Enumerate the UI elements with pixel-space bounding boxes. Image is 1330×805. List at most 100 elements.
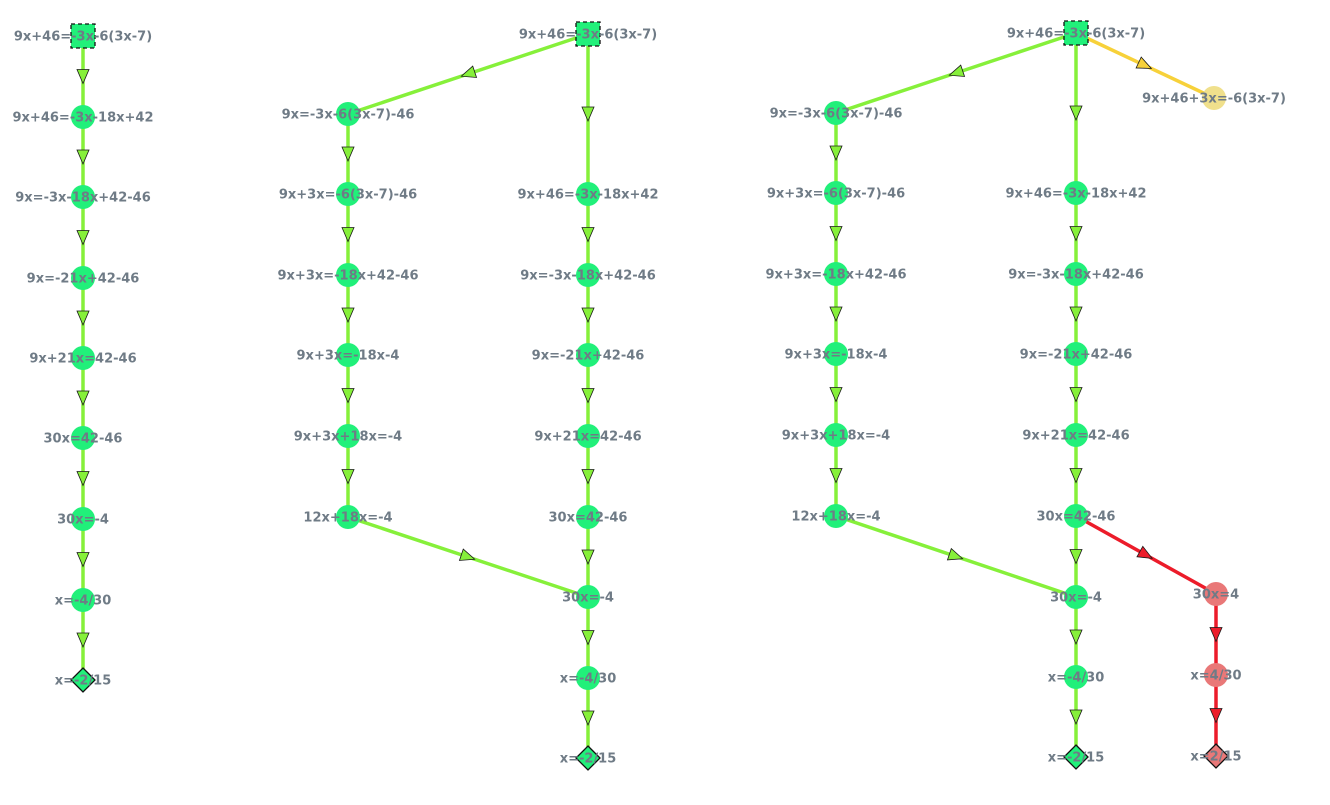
edge-c10-c11	[1069, 433, 1083, 518]
step-node-marker	[71, 266, 95, 290]
edge-c8-c9	[1069, 272, 1083, 356]
edge-a5-a6	[76, 356, 90, 440]
step-node-marker	[576, 666, 600, 690]
arrowhead	[341, 469, 355, 485]
node-label-9x-3x-6-3x-7-46: 9x=-3x-6(3x-7)-46	[282, 108, 415, 123]
node-label-9x-46-3x-18x-42: 9x+46=-3x-18x+42	[518, 188, 659, 203]
step-node-marker	[1204, 582, 1228, 606]
edge-c11-c16	[1074, 514, 1218, 596]
edge-a3-a4	[76, 195, 90, 280]
arrowhead	[829, 145, 843, 162]
edge-b7-b8	[581, 192, 595, 277]
arrowhead	[829, 468, 843, 484]
edge-b3-b4	[341, 273, 355, 357]
node-label-9x-3x-6-3x-7-46: 9x+3x=-6(3x-7)-46	[279, 188, 417, 203]
node-label-9x-3x-18x-42-46: 9x+3x=-18x+42-46	[766, 268, 907, 283]
final-node-marker	[1203, 743, 1229, 769]
node-label-x-2-15: x=-2/15	[55, 674, 112, 689]
edge-b11-b12	[581, 515, 595, 599]
step-node-marker	[576, 585, 600, 609]
arrowhead	[76, 632, 90, 649]
final-node-marker	[70, 667, 96, 693]
edge-b13-b14	[581, 676, 595, 760]
step-node-marker	[71, 507, 95, 531]
arrowhead	[341, 146, 355, 163]
edge-c13-c14	[1069, 675, 1083, 759]
arrowhead	[458, 548, 476, 561]
edge-c7-c8	[1069, 191, 1083, 276]
edge-c5-c6	[829, 433, 843, 518]
arrowhead	[581, 106, 595, 123]
step-node-marker	[336, 263, 360, 287]
step-node-marker	[824, 101, 848, 125]
node-label-9x-3x-18x-42-46: 9x=-3x-18x+42-46	[15, 191, 151, 206]
edge-b0-b7	[581, 32, 595, 196]
arrowhead	[341, 307, 355, 324]
start-node-marker	[1063, 20, 1089, 46]
step-node-marker	[576, 263, 600, 287]
node-label-x-4-30: x=-4/30	[560, 672, 617, 687]
node-label-x-2-15: x=-2/15	[560, 752, 617, 767]
arrowhead	[1069, 549, 1083, 565]
step-node-marker	[1064, 342, 1088, 366]
edge-a4-a5	[76, 276, 90, 360]
arrowhead	[581, 307, 595, 324]
arrowhead	[76, 230, 90, 246]
edge-c1-c2	[829, 111, 843, 195]
edge-c11-c12	[1069, 514, 1083, 599]
edge-c2-c3	[829, 191, 843, 276]
arrowhead	[341, 227, 355, 243]
edge-b8-b9	[581, 273, 595, 357]
step-node-marker	[576, 424, 600, 448]
step-node-marker	[71, 346, 95, 370]
node-label-9x-3x-18x-4: 9x+3x+18x=-4	[782, 429, 890, 444]
step-node-marker	[336, 343, 360, 367]
node-label-12x-18x-4: 12x+18x=-4	[303, 511, 392, 526]
edge-b1-b2	[341, 112, 355, 196]
edge-c6-c12	[834, 514, 1078, 599]
edge-c4-c5	[829, 352, 843, 437]
edge-c3-c4	[829, 272, 843, 356]
edge-c0-c7	[1069, 31, 1083, 195]
arrowhead	[76, 471, 90, 487]
arrowhead	[581, 469, 595, 485]
node-label-9x-21x-42-46: 9x+21x=42-46	[1022, 429, 1129, 444]
arrowhead	[1209, 708, 1223, 724]
step-node-marker	[1064, 423, 1088, 447]
edge-a6-a7	[76, 436, 90, 521]
arrowhead	[76, 390, 90, 407]
node-label-9x-21x-42-46: 9x=-21x+42-46	[532, 349, 645, 364]
step-node-marker	[71, 185, 95, 209]
edge-c0-c15	[1074, 31, 1216, 100]
node-label-9x-46-3x-6-3x-7: 9x+46=-3x-6(3x-7)	[1007, 27, 1145, 42]
arrowhead	[581, 388, 595, 404]
node-label-30x-42-46: 30x=42-46	[1037, 510, 1116, 525]
step-node-marker	[336, 102, 360, 126]
edge-b4-b5	[341, 353, 355, 438]
arrowhead	[76, 310, 90, 327]
start-node-marker	[575, 21, 601, 47]
final-node-marker	[575, 745, 601, 771]
step-node-marker	[824, 423, 848, 447]
arrowhead	[948, 64, 966, 77]
node-label-9x-3x-18x-42-46: 9x=-3x-18x+42-46	[1008, 268, 1144, 283]
arrowhead	[341, 388, 355, 404]
edge-b10-b11	[581, 434, 595, 519]
edges-layer	[76, 31, 1223, 760]
step-node-marker	[824, 504, 848, 528]
node-label-30x-4: 30x=-4	[562, 591, 614, 606]
node-label-9x-46-3x-18x-42: 9x+46=-3x-18x+42	[1006, 187, 1147, 202]
step-node-marker	[336, 182, 360, 206]
edge-b5-b6	[341, 434, 355, 519]
arrowhead	[1069, 468, 1083, 484]
node-label-9x-46-3x-6-3x-7: 9x+46+3x=-6(3x-7)	[1142, 92, 1286, 107]
arrowhead	[581, 549, 595, 566]
node-label-9x-21x-42-46: 9x+21x=42-46	[534, 430, 641, 445]
node-label-12x-18x-4: 12x+18x=-4	[791, 510, 880, 525]
node-label-30x-4: 30x=-4	[1050, 591, 1102, 606]
arrowhead	[1069, 629, 1083, 646]
arrowhead	[76, 552, 90, 568]
node-label-30x-42-46: 30x=42-46	[549, 511, 628, 526]
step-node-marker	[71, 588, 95, 612]
node-label-30x-4: 30x=-4	[57, 513, 109, 528]
